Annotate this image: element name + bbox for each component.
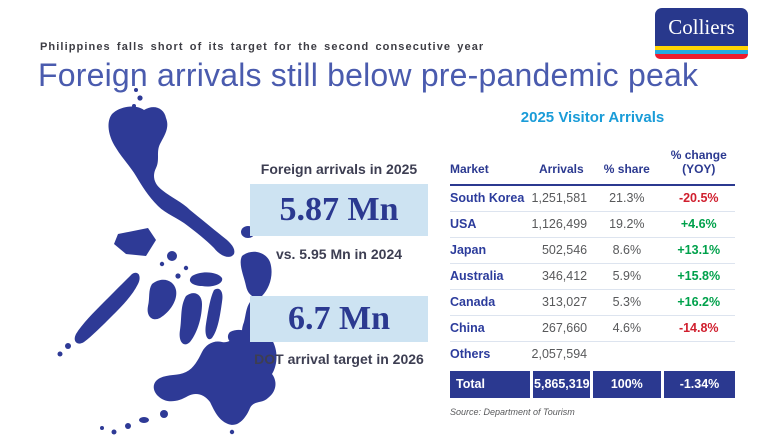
market-cell: Japan (450, 237, 532, 264)
change-cell: +4.6% (662, 211, 735, 238)
arrivals-cell: 502,546 (531, 237, 592, 264)
total-arrivals-cell: 5,865,319 (530, 366, 592, 398)
colliers-logo-box: Colliers (655, 8, 748, 46)
table-row: USA 1,126,499 19.2% +4.6% (450, 211, 735, 238)
arrivals-cell: 1,251,581 (531, 184, 592, 212)
table-row: China 267,660 4.6% -14.8% (450, 315, 735, 342)
market-cell: Australia (450, 263, 532, 290)
market-cell: Canada (450, 289, 532, 316)
table-row: Australia 346,412 5.9% +15.8% (450, 263, 735, 290)
kicker-text: Philippines falls short of its target fo… (40, 41, 485, 53)
column-header-change: % change (YOY) (662, 148, 735, 186)
colliers-logo: Colliers (655, 8, 748, 59)
share-cell: 19.2% (591, 211, 663, 238)
change-cell: +15.8% (662, 263, 735, 290)
total-label-cell: Total (450, 366, 532, 398)
market-cell: China (450, 315, 532, 342)
market-cell: Others (450, 346, 491, 361)
table-total-row: Total 5,865,319 100% -1.34% (450, 366, 735, 398)
column-header-share: % share (591, 148, 663, 186)
page-title: Foreign arrivals still below pre-pandemi… (38, 57, 699, 93)
table-row: Japan 502,546 8.6% +13.1% (450, 237, 735, 264)
share-cell: 5.3% (591, 289, 663, 316)
arrivals-cell: 313,027 (531, 289, 592, 316)
table-row: Canada 313,027 5.3% +16.2% (450, 289, 735, 316)
table-header-row: Market Arrivals % share % change (YOY) (450, 148, 735, 186)
arrivals-cell: 267,660 (531, 315, 592, 342)
target-2026-box: 6.7 Mn (250, 296, 428, 342)
change-cell: +13.1% (662, 237, 735, 264)
column-header-arrivals: Arrivals (531, 148, 592, 186)
target-2026-label: DOT arrival target in 2026 (254, 351, 424, 367)
market-cell: South Korea (450, 184, 532, 212)
arrivals-2025-label: Foreign arrivals in 2025 (260, 161, 418, 177)
table-row: Others 2,057,594 (450, 341, 735, 369)
share-cell: 4.6% (591, 315, 663, 342)
colliers-logo-wordmark: Colliers (668, 14, 735, 39)
visitor-arrivals-table: Market Arrivals % share % change (YOY) S… (450, 148, 735, 398)
change-cell: +16.2% (662, 289, 735, 316)
philippines-map (57, 88, 277, 435)
target-2026-value: 6.7 Mn (288, 300, 390, 337)
arrivals-cell: 1,126,499 (531, 211, 592, 238)
change-cell (663, 341, 736, 369)
arrivals-2025-box: 5.87 Mn (250, 184, 428, 236)
arrivals-2025-value: 5.87 Mn (279, 191, 399, 228)
arrivals-2024-compare: vs. 5.95 Mn in 2024 (275, 246, 403, 262)
table-title: 2025 Visitor Arrivals (520, 109, 665, 126)
share-cell: 8.6% (591, 237, 663, 264)
table-row: South Korea 1,251,581 21.3% -20.5% (450, 184, 735, 212)
logo-stripe-red (655, 54, 748, 59)
market-cell: USA (450, 211, 532, 238)
logo-stripe-yellow (655, 46, 748, 50)
column-header-market: Market (450, 148, 532, 186)
share-cell (591, 341, 662, 369)
source-note: Source: Department of Tourism (450, 406, 575, 417)
total-change-cell: -1.34% (661, 366, 735, 398)
arrivals-cell: 2,057,594 (531, 346, 588, 361)
visitor-arrivals-panel: 2025 Visitor Arrivals Market Arrivals % … (450, 110, 735, 417)
key-stats: Foreign arrivals in 2025 5.87 Mn vs. 5.9… (250, 161, 428, 367)
change-cell: -14.8% (662, 315, 735, 342)
arrivals-cell: 346,412 (531, 263, 592, 290)
logo-stripe-cyan (655, 50, 748, 54)
share-cell: 5.9% (591, 263, 663, 290)
total-share-cell: 100% (589, 366, 663, 398)
change-cell: -20.5% (662, 184, 735, 212)
share-cell: 21.3% (591, 184, 663, 212)
